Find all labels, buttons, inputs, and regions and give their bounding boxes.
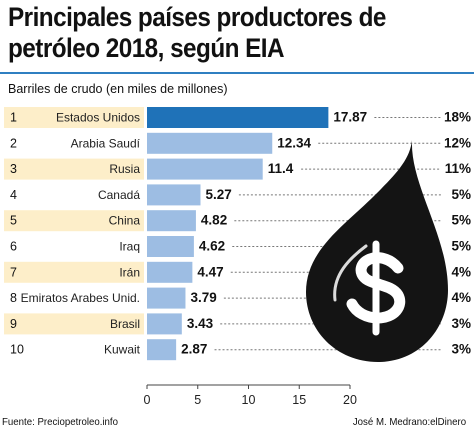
row-label-background — [4, 261, 144, 283]
bar — [147, 184, 201, 206]
share-label: 3% — [451, 316, 471, 331]
x-tick-label: 20 — [343, 393, 357, 407]
bar — [147, 132, 273, 154]
bar — [147, 107, 329, 128]
value-label: 11.4 — [268, 161, 294, 176]
x-tick-label: 5 — [194, 393, 201, 407]
oil-drop-dollar-icon — [306, 140, 448, 362]
row-label-background — [4, 132, 144, 154]
share-label: 4% — [451, 290, 471, 305]
row-label-background — [4, 107, 144, 128]
category-label: Iraq — [119, 240, 140, 254]
row-label-background — [4, 158, 144, 180]
value-label: 12.34 — [277, 135, 311, 150]
share-label: 5% — [451, 187, 471, 202]
rank-label: 3 — [10, 162, 17, 176]
rank-label: 2 — [10, 136, 17, 150]
value-label: 3.43 — [187, 316, 214, 331]
category-label: Kuwait — [104, 343, 141, 357]
share-label: 12% — [444, 135, 471, 150]
value-label: 3.79 — [190, 290, 216, 305]
category-label: Rusia — [109, 162, 140, 176]
bar — [147, 339, 177, 361]
bar — [147, 158, 263, 180]
category-label: China — [109, 214, 141, 228]
category-label: Emiratos Arabes Unid. — [21, 291, 140, 305]
share-label: 3% — [451, 342, 471, 357]
x-tick-label: 10 — [242, 393, 256, 407]
share-label: 5% — [451, 239, 471, 254]
drop-highlight — [333, 244, 368, 302]
category-label: Irán — [119, 265, 140, 279]
share-label: 11% — [445, 161, 471, 176]
bar — [147, 287, 186, 309]
credit-note: José M. Medrano:elDinero — [352, 416, 466, 428]
bar — [147, 261, 193, 283]
share-label: 18% — [444, 110, 471, 125]
rank-label: 7 — [10, 265, 17, 279]
value-label: 17.87 — [333, 110, 367, 125]
bar — [147, 313, 182, 335]
bar — [147, 210, 196, 232]
rank-label: 9 — [10, 317, 17, 331]
x-tick-label: 0 — [144, 393, 151, 407]
value-label: 5.27 — [205, 187, 231, 202]
bar — [147, 236, 194, 257]
category-label: Brasil — [110, 317, 140, 331]
rank-label: 6 — [10, 240, 17, 254]
value-label: 4.47 — [197, 264, 223, 279]
share-label: 4% — [451, 264, 471, 279]
rank-label: 4 — [10, 188, 17, 202]
category-label: Estados Unidos — [56, 111, 140, 125]
rank-label: 1 — [10, 111, 17, 125]
row-label-background — [4, 339, 144, 361]
rank-label: 8 — [10, 291, 17, 305]
source-note: Fuente: Precio​petroleo.info — [2, 416, 118, 428]
title-divider — [0, 72, 474, 74]
chart-title: Principales países productores de petról… — [8, 2, 386, 63]
row-label-background — [4, 236, 144, 257]
share-label: 5% — [451, 213, 471, 228]
category-label: Canadá — [98, 188, 140, 202]
row-label-background — [4, 287, 144, 309]
value-label: 2.87 — [181, 342, 207, 357]
value-label: 4.62 — [199, 239, 225, 254]
row-label-background — [4, 210, 144, 232]
x-tick-label: 15 — [292, 393, 306, 407]
value-label: 4.82 — [201, 213, 227, 228]
chart-subtitle: Barriles de crudo (en miles de millones) — [8, 82, 228, 96]
row-label-background — [4, 184, 144, 206]
row-label-background — [4, 313, 144, 335]
rank-label: 10 — [10, 343, 24, 357]
category-label: Arabia Saudí — [71, 136, 141, 150]
rank-label: 5 — [10, 214, 17, 228]
